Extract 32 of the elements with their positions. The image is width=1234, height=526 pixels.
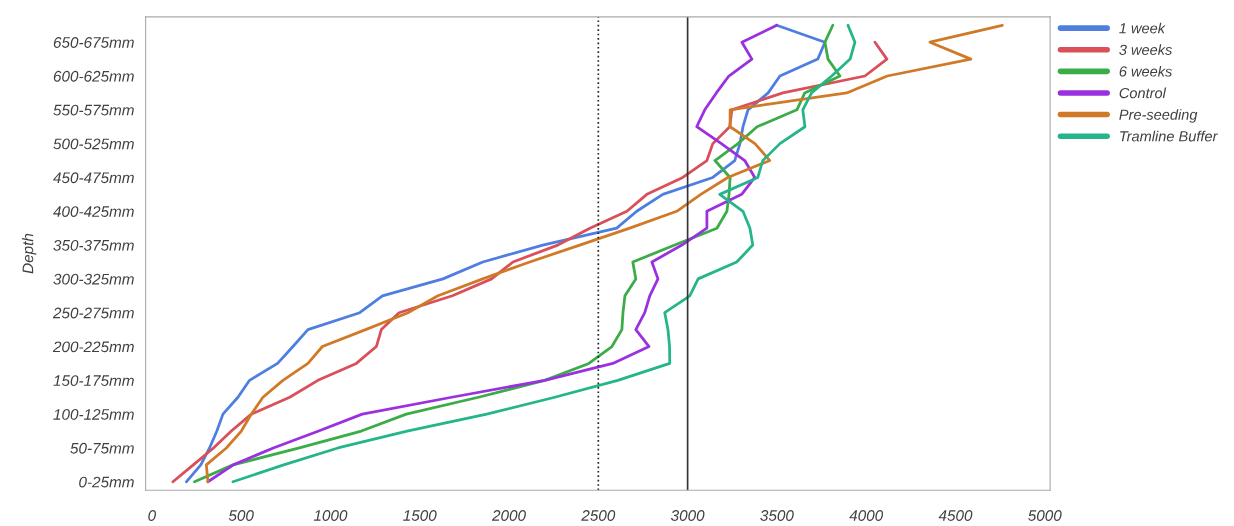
y-tick-label: 500-525mm	[53, 138, 134, 150]
y-tick-label: 150-175mm	[53, 375, 134, 387]
x-tick-label: 0	[148, 510, 156, 521]
y-tick-label: 650-675mm	[53, 37, 134, 48]
x-tick-label: 3000	[670, 510, 705, 521]
y-tick-label: 550-575mm	[53, 104, 134, 116]
x-tick-label: 500	[228, 510, 254, 521]
x-tick-label: 2500	[581, 510, 616, 521]
y-tick-label: 0-25mm	[79, 476, 134, 488]
x-tick-label: 1500	[403, 510, 437, 521]
y-tick-label: 300-325mm	[53, 273, 134, 285]
y-tick-label: 200-225mm	[52, 341, 134, 353]
x-tick-label: 1000	[313, 510, 348, 521]
y-tick-label: 400-425mm	[53, 206, 134, 217]
y-axis-title: Depth	[22, 233, 37, 274]
x-tick-label: 4500	[938, 510, 973, 521]
legend-label: 1 week	[1119, 22, 1166, 34]
legend-label: Tramline Buffer	[1120, 130, 1218, 142]
y-tick-label: 100-125mm	[53, 409, 134, 420]
legend-label: Pre-seeding	[1119, 109, 1198, 123]
y-tick-label: 50-75mm	[70, 442, 134, 454]
x-tick-label: 2000	[491, 510, 526, 521]
legend-label: Control	[1119, 87, 1167, 99]
y-tick-label: 350-375mm	[53, 239, 134, 251]
legend-label: 3 weeks	[1119, 44, 1173, 55]
x-tick-label: 5000	[1028, 510, 1062, 521]
x-tick-label: 3500	[760, 510, 794, 521]
legend-label: 6 weeks	[1119, 65, 1173, 77]
y-tick-label: 450-475mm	[53, 172, 134, 184]
y-tick-label: 600-625mm	[53, 70, 134, 82]
y-tick-label: 250-275mm	[52, 307, 134, 319]
x-tick-label: 4000	[849, 510, 884, 521]
